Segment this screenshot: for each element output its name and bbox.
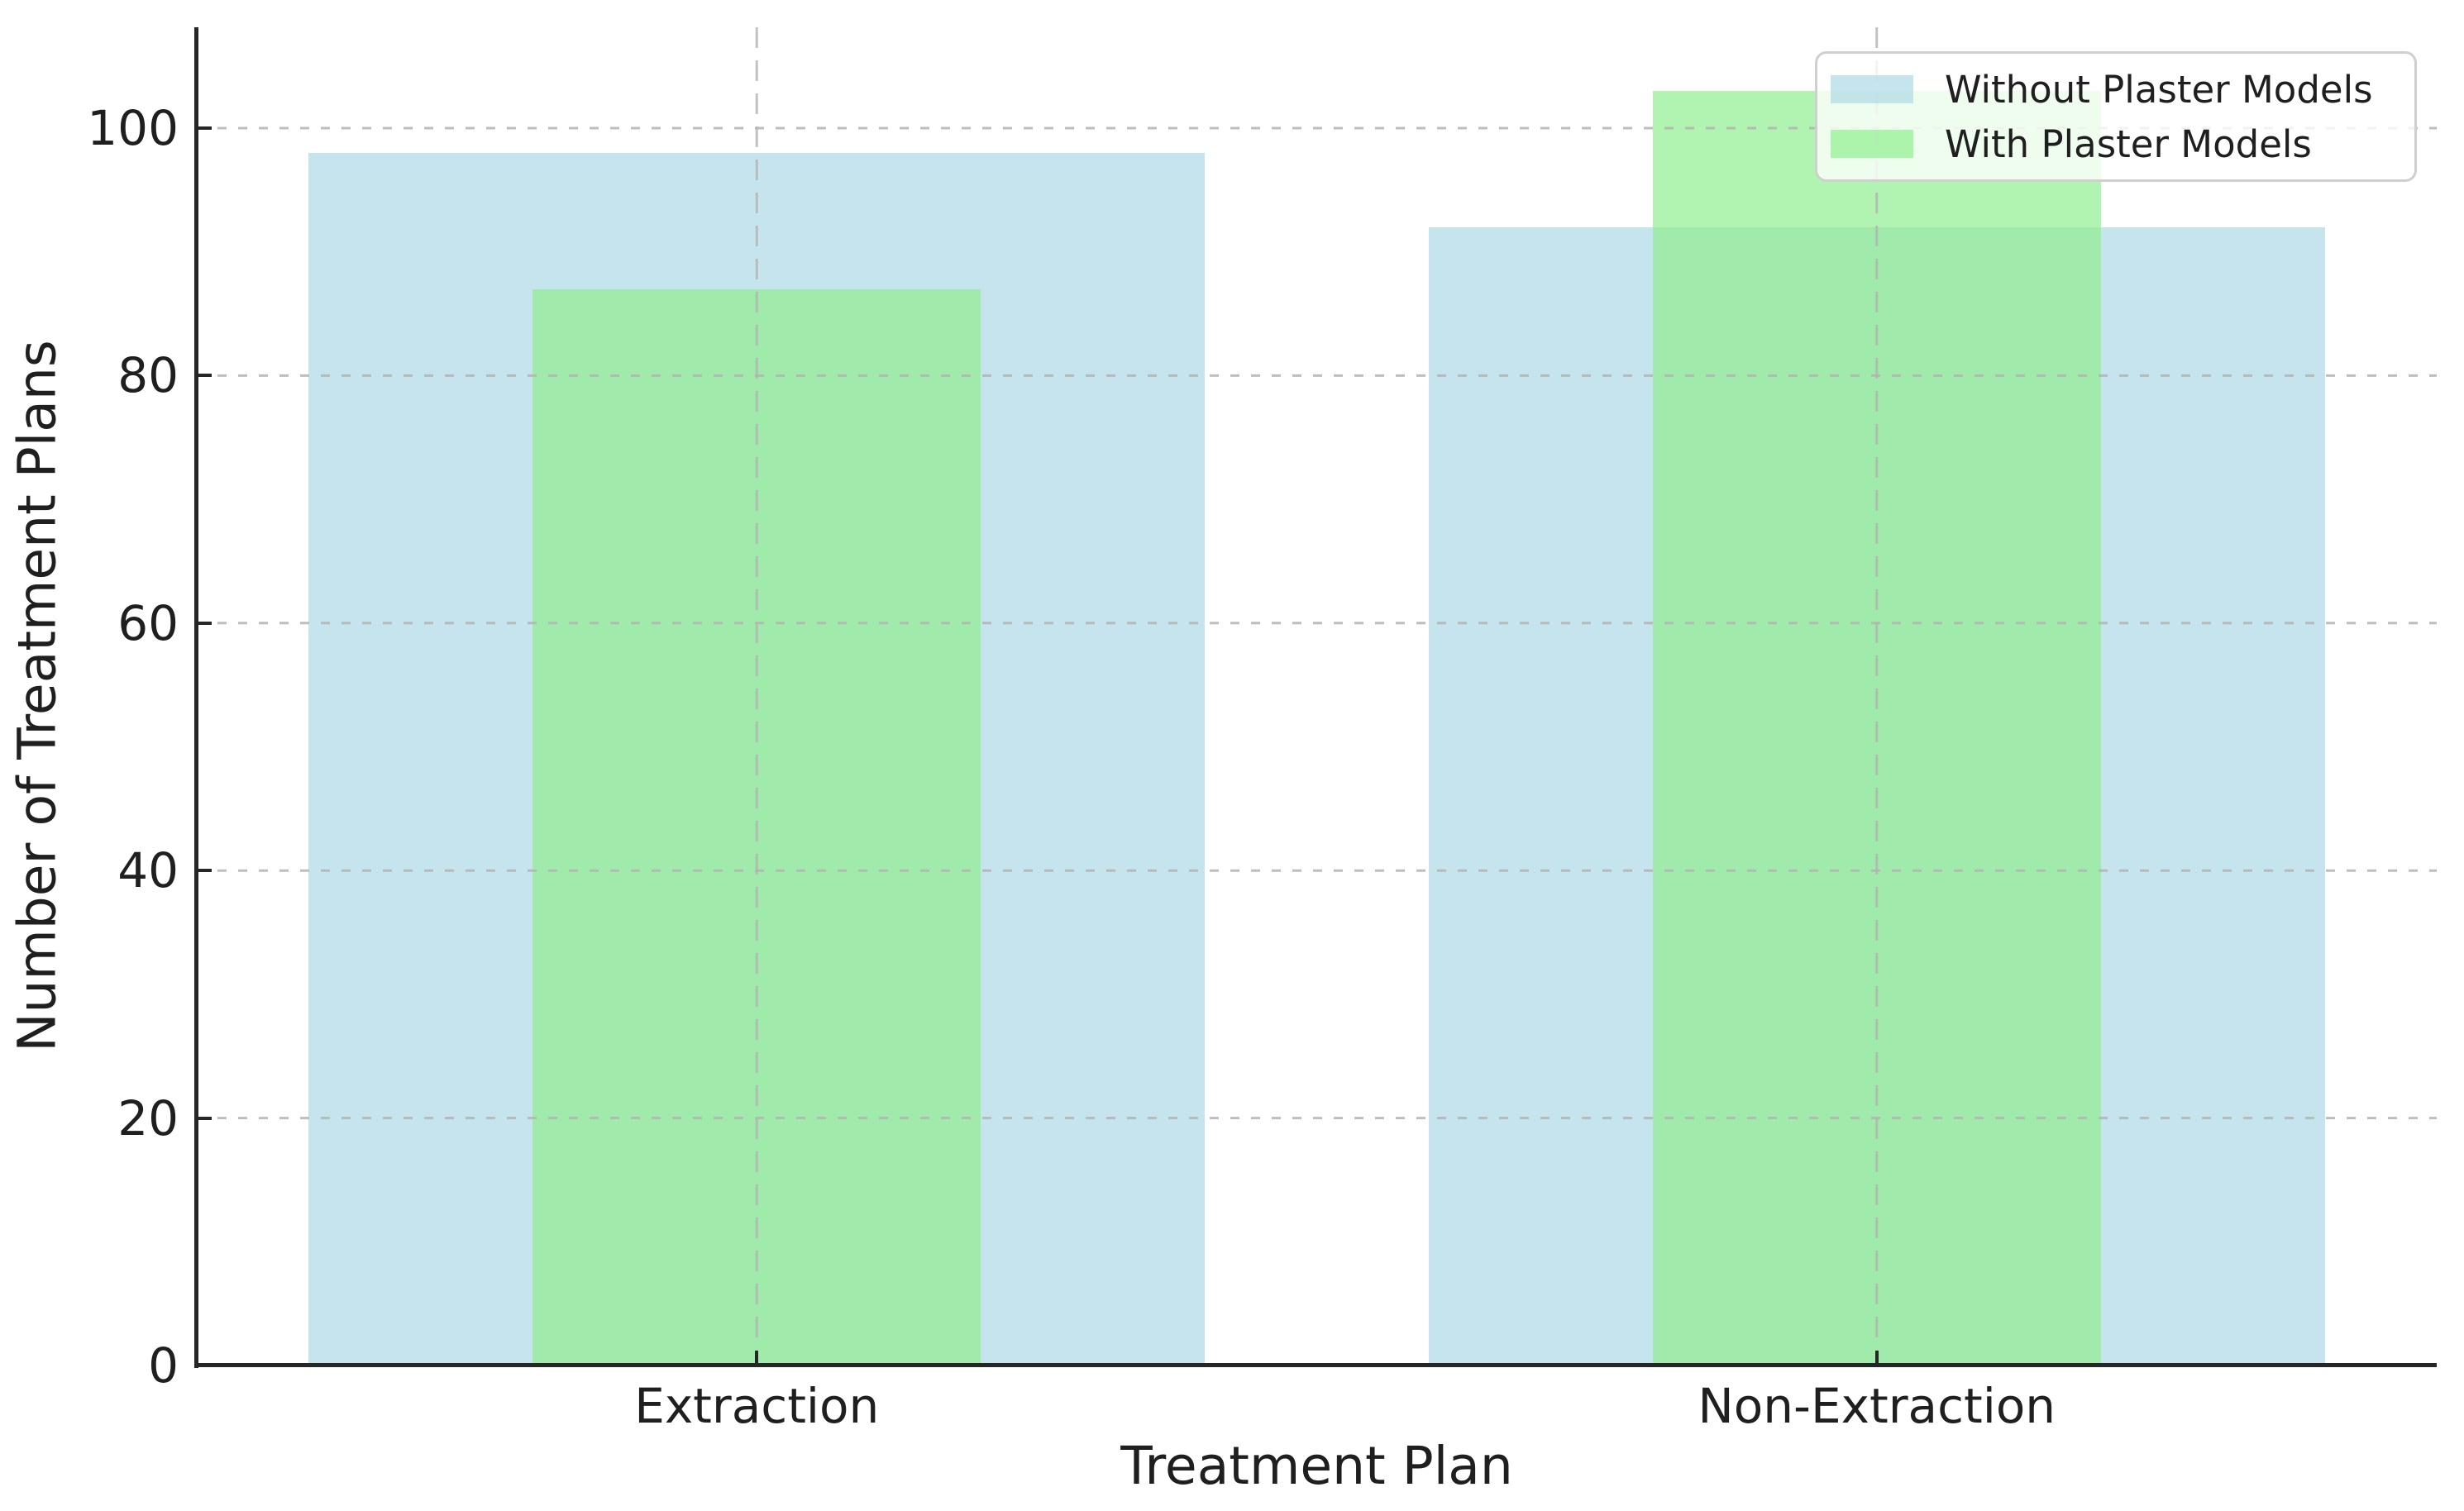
plot-area: Without Plaster Models With Plaster Model… [194,27,2437,1368]
x-tick-mark-non-extraction [1874,1351,1879,1366]
y-tick-label: 80 [117,347,179,404]
x-axis-spine [194,1363,2437,1367]
y-tick-mark-60 [197,621,212,625]
y-tick-label: 0 [148,1337,179,1394]
y-tick-label: 20 [117,1089,179,1146]
y-tick-mark-100 [197,126,212,130]
y-tick-label: 100 [87,100,179,156]
legend-item-without-plaster-models: Without Plaster Models [1831,71,2398,108]
ticks-layer [197,27,2437,1367]
x-tick-label: Non-Extraction [1698,1378,2056,1434]
y-axis-spine [194,27,198,1368]
legend-item-with-plaster-models: With Plaster Models [1831,126,2398,163]
y-tick-label: 60 [117,594,179,651]
y-axis-title: Number of Treatment Plans [7,340,68,1052]
y-tick-mark-20 [197,1116,212,1120]
legend-label: Without Plaster Models [1945,67,2373,112]
legend-swatch-without-plaster-models [1831,75,1913,103]
x-tick-label: Extraction [634,1378,880,1434]
x-tick-mark-extraction [755,1351,759,1366]
gridlines [197,27,2437,1366]
legend-label: With Plaster Models [1945,122,2312,166]
y-tick-mark-80 [197,374,212,378]
y-tick-label: 40 [117,842,179,899]
y-tick-mark-40 [197,869,212,873]
legend: Without Plaster Models With Plaster Model… [1815,51,2417,182]
x-axis-title: Treatment Plan [1120,1436,1513,1496]
legend-swatch-with-plaster-models [1831,130,1913,158]
